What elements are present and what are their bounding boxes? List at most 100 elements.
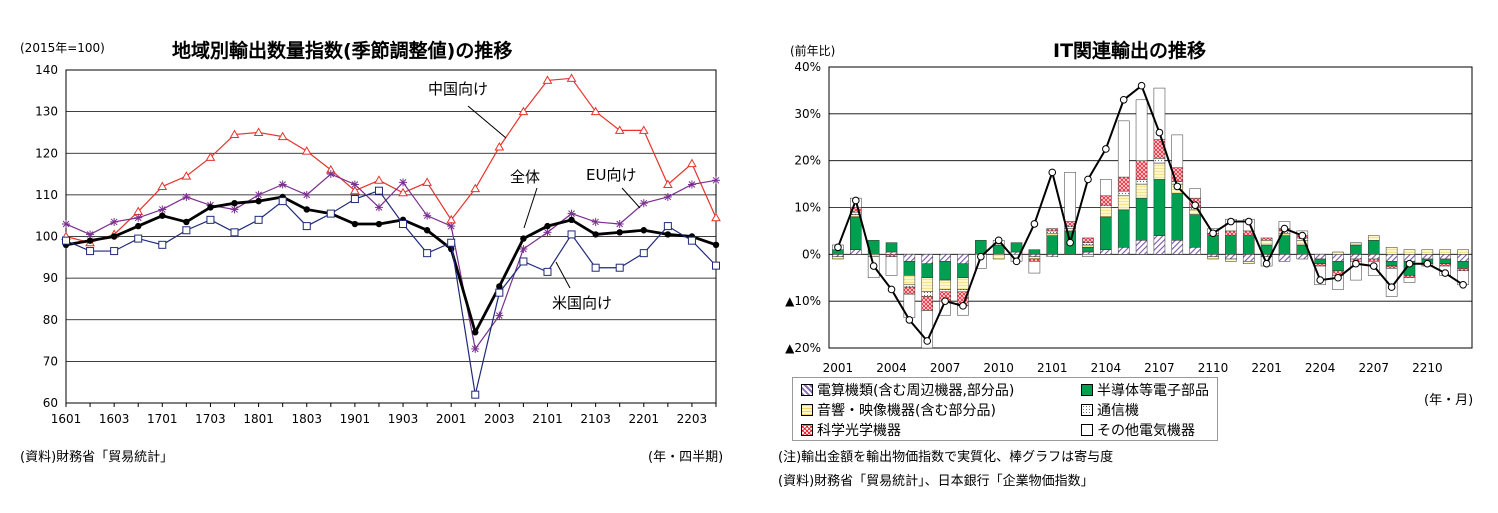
total-point	[1012, 257, 1021, 266]
legend-swatch-computers	[801, 384, 813, 396]
bar-segment	[1028, 256, 1041, 260]
total-point	[923, 337, 932, 345]
x-tick-label: 2110	[1198, 361, 1229, 375]
data-point-star	[62, 220, 70, 229]
bar-segment	[1100, 195, 1112, 206]
total-point	[1280, 224, 1289, 233]
right-note-1: (注)輸出金額を輸出物価指数で実質化、棒グラフは寄与度	[778, 450, 1114, 465]
bar-segment	[1403, 249, 1416, 255]
data-point-square	[182, 226, 191, 235]
data-point-star	[399, 178, 408, 187]
legend-swatch-other-electrical	[1081, 424, 1093, 436]
x-tick-label: 1803	[291, 412, 322, 426]
bar-segment	[1028, 254, 1041, 257]
data-point-star	[712, 176, 720, 185]
bar-segment	[1153, 162, 1166, 180]
star-stroke	[303, 191, 311, 199]
total-point	[869, 262, 878, 270]
x-tick-label: 2203	[677, 412, 708, 426]
data-point-triangle	[638, 125, 649, 134]
data-point-dot	[183, 218, 190, 226]
bar-segment	[1367, 240, 1380, 255]
bar-segment	[939, 279, 951, 290]
bar-segment	[1421, 254, 1434, 260]
data-point-star	[182, 192, 191, 201]
bar-segment	[921, 291, 934, 297]
bar-segment	[1457, 268, 1469, 271]
data-point-star	[687, 180, 696, 189]
data-point-dot	[110, 233, 118, 240]
legend-label-other-electrical: その他電気機器	[1097, 423, 1195, 439]
star-stroke	[183, 193, 190, 201]
y-tick-label: 140	[35, 63, 58, 77]
y-tick-label: 70	[43, 354, 58, 368]
bar-segment	[1082, 237, 1094, 243]
x-tick-label: 2004	[876, 361, 907, 375]
data-point-triangle	[301, 146, 312, 155]
data-point-triangle	[277, 131, 288, 141]
total-point	[941, 297, 949, 305]
data-point-dot	[592, 231, 599, 238]
total-point	[1119, 95, 1128, 104]
bar-segment	[1457, 254, 1469, 262]
data-point-star	[567, 209, 576, 218]
data-point-triangle	[374, 175, 384, 184]
right-chart: (前年比) IT関連輸出の推移 ▲20% ▲10% 0% 10% 20% 30% 40% 20…	[770, 0, 1498, 513]
data-point-square	[374, 186, 383, 195]
data-point-square	[326, 209, 335, 218]
data-point-dot	[135, 222, 142, 230]
bar-segment	[1046, 254, 1059, 257]
data-point-star	[447, 222, 456, 231]
bar-segment	[1189, 247, 1201, 255]
bar-segment	[903, 254, 916, 262]
bar-segment	[1207, 254, 1219, 257]
data-point-star	[591, 217, 600, 226]
bar-segment	[1117, 195, 1130, 211]
total-point	[834, 243, 842, 252]
data-point-star	[374, 203, 383, 212]
data-point-dot	[159, 212, 166, 219]
bar-segment	[1153, 235, 1166, 255]
total-point	[959, 302, 967, 310]
data-point-triangle	[590, 106, 601, 116]
bar-segment	[1278, 254, 1291, 262]
plot-frame	[828, 66, 1473, 349]
bar-segment	[939, 261, 951, 281]
bar-segment	[1439, 258, 1451, 264]
bar-segment	[1350, 254, 1362, 260]
x-tick-label: 2104	[1091, 361, 1122, 375]
x-tick-label: 2007	[930, 361, 961, 375]
bar-segment	[1314, 254, 1326, 260]
x-tick-label: 1701	[147, 412, 178, 426]
total-point	[1209, 229, 1217, 238]
legend-label-audio-video: 音響・映像機器(含む部分品)	[817, 403, 996, 419]
bar-segment	[1117, 120, 1130, 178]
bar-segment	[1225, 235, 1237, 255]
data-point-dot	[568, 216, 575, 224]
series-line	[65, 195, 717, 336]
star-stroke	[86, 231, 94, 238]
bar-segment	[957, 289, 969, 293]
star-stroke	[544, 228, 551, 236]
y-tick-label: ▲20%	[785, 341, 821, 355]
data-point-square	[663, 222, 672, 231]
data-point-dot	[207, 204, 214, 211]
data-point-dot	[616, 229, 623, 236]
star-stroke	[110, 218, 118, 226]
data-point-square	[519, 257, 528, 266]
data-point-dot	[496, 283, 503, 290]
bar-segment	[1082, 251, 1094, 255]
total-point	[994, 236, 1003, 245]
data-point-triangle	[711, 212, 721, 222]
data-point-square	[471, 390, 480, 399]
right-chart-title: IT関連輸出の推移	[1053, 40, 1207, 62]
star-stroke	[375, 204, 383, 211]
bar-segment	[903, 275, 916, 286]
bar-segment	[1385, 247, 1398, 255]
x-tick-label: 2201	[629, 412, 660, 426]
bar-segment	[1189, 214, 1201, 248]
x-tick-label: 1901	[340, 412, 371, 426]
bar-segment	[1135, 197, 1148, 241]
bar-segment	[1135, 183, 1148, 199]
bar-segment	[903, 261, 916, 276]
